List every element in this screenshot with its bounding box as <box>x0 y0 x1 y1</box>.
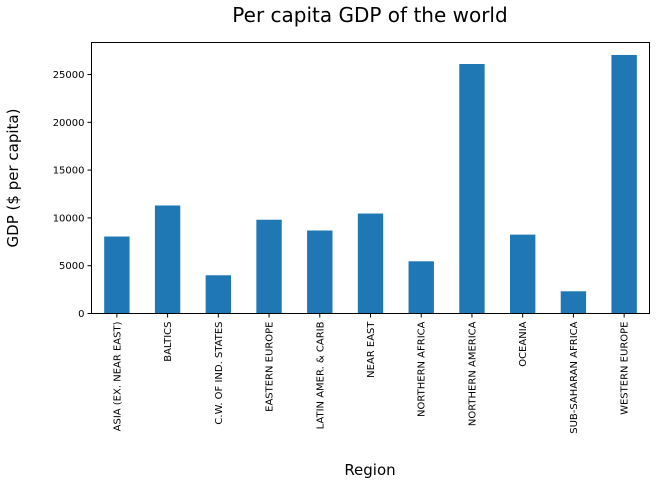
x-tick-label: SUB-SAHARAN AFRICA <box>569 321 580 433</box>
x-axis-label: Region <box>344 461 395 479</box>
y-tick-label: 5000 <box>59 261 84 272</box>
bar <box>104 236 130 314</box>
x-tick-label: OCEANIA <box>518 321 529 366</box>
y-tick-label: 25000 <box>53 70 85 81</box>
x-tick-label: WESTERN EUROPE <box>620 322 631 415</box>
bar <box>510 234 536 314</box>
x-tick-label: NORTHERN AFRICA <box>417 321 428 417</box>
x-tick-label: ASIA (EX. NEAR EAST) <box>112 321 123 431</box>
bar <box>611 54 637 314</box>
y-tick-label: 20000 <box>53 118 85 129</box>
x-tick-label: BALTICS <box>163 322 174 362</box>
bar <box>154 205 181 314</box>
y-tick-label: 0 <box>78 309 84 320</box>
bar <box>560 291 587 314</box>
bar <box>459 64 485 314</box>
y-tick-label: 15000 <box>53 166 85 177</box>
x-axis: ASIA (EX. NEAR EAST) BALTICS C.W. OF IND. … <box>112 313 631 434</box>
x-tick-label: LATIN AMER. & CARIB <box>315 321 326 429</box>
y-axis: 0 5000 10000 15000 20000 25000 <box>53 70 92 320</box>
bar-group <box>104 54 637 314</box>
bar <box>357 213 384 314</box>
x-tick-label: EASTERN EUROPE <box>265 322 276 412</box>
bar <box>256 219 282 314</box>
y-tick-label: 10000 <box>53 213 85 224</box>
bar <box>408 261 434 314</box>
bar <box>205 275 231 314</box>
plot-frame <box>91 42 650 314</box>
x-tick-label: C.W. OF IND. STATES <box>214 322 225 425</box>
x-tick-label: NORTHERN AMERICA <box>467 321 478 426</box>
bar <box>307 230 333 314</box>
x-tick-label: NEAR EAST <box>366 321 377 378</box>
chart-title: Per capita GDP of the world <box>232 3 507 27</box>
y-axis-label: GDP ($ per capita) <box>4 109 22 248</box>
